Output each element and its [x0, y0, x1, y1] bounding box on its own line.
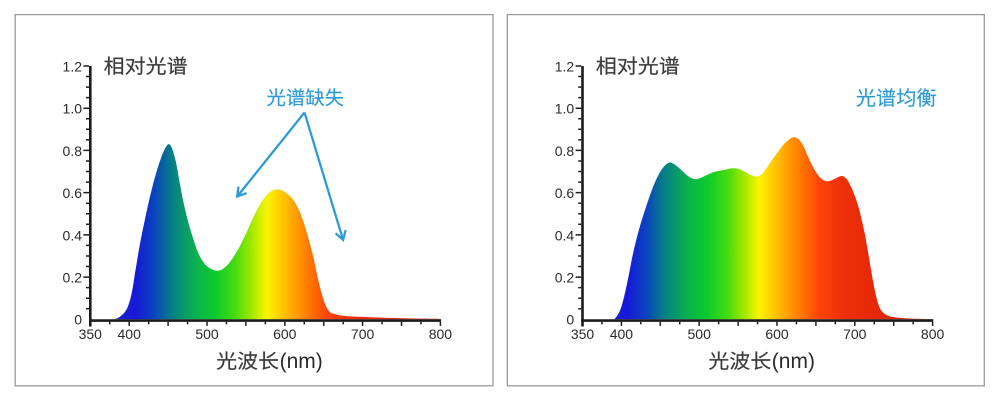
svg-text:0.8: 0.8 [555, 143, 575, 159]
svg-text:1.2: 1.2 [63, 58, 83, 74]
svg-text:500: 500 [688, 326, 712, 342]
svg-text:600: 600 [765, 326, 789, 342]
svg-text:(nm): (nm) [772, 350, 815, 373]
svg-text:1.2: 1.2 [555, 58, 575, 74]
svg-text:400: 400 [610, 326, 634, 342]
svg-text:400: 400 [118, 326, 142, 342]
svg-text:0.6: 0.6 [555, 185, 575, 201]
svg-text:1.0: 1.0 [555, 101, 575, 117]
svg-text:0.8: 0.8 [63, 143, 83, 159]
svg-text:800: 800 [921, 326, 945, 342]
svg-text:350: 350 [571, 326, 595, 342]
svg-text:1.0: 1.0 [63, 101, 83, 117]
svg-text:700: 700 [351, 326, 375, 342]
svg-text:0.4: 0.4 [63, 227, 83, 243]
svg-text:350: 350 [79, 326, 103, 342]
svg-text:0: 0 [566, 312, 574, 328]
svg-text:500: 500 [195, 326, 219, 342]
svg-text:600: 600 [273, 326, 297, 342]
svg-text:0.4: 0.4 [555, 227, 575, 243]
svg-text:0: 0 [74, 312, 82, 328]
svg-text:0.6: 0.6 [63, 185, 83, 201]
svg-text:700: 700 [843, 326, 867, 342]
svg-text:0.2: 0.2 [63, 270, 83, 286]
svg-text:0.2: 0.2 [555, 270, 575, 286]
svg-text:(nm): (nm) [280, 350, 323, 373]
svg-text:800: 800 [429, 326, 453, 342]
